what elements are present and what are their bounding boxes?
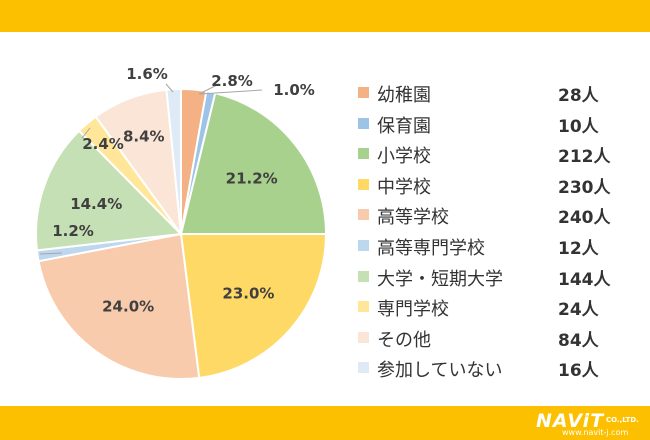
footer-band: [0, 406, 650, 440]
percent-label-junior-high: 23.0%: [222, 284, 274, 302]
legend-item-nursery: 保育園 10人: [352, 109, 642, 139]
legend-swatch: [358, 87, 369, 98]
legend-item-technical-college: 高等専門学校 12人: [352, 231, 642, 261]
pie-slices: [35, 87, 328, 380]
legend-swatch: [358, 362, 369, 374]
legend-swatch: [358, 117, 369, 129]
logo-url: www.navit-j.com: [562, 428, 629, 437]
leader-line-nursery: [199, 89, 263, 95]
percent-label-none: 1.6%: [126, 65, 168, 83]
legend-label: 参加していない: [377, 360, 503, 382]
percent-label-elementary: 21.2%: [226, 169, 278, 187]
company-logo: NAViT CO.,LTD. www.navit-j.com: [528, 408, 646, 438]
leader-line-technical-college: [39, 252, 63, 255]
legend-count: 84人: [558, 330, 599, 351]
legend-item-none: 参加していない 16人: [352, 353, 642, 383]
percent-label-other: 8.4%: [123, 127, 165, 145]
legend-count: 230人: [558, 177, 611, 198]
legend-label: 専門学校: [377, 299, 449, 321]
pie-slice-none: [165, 87, 182, 235]
leader-line-none: [165, 83, 174, 93]
percent-label-high-school: 24.0%: [102, 298, 154, 316]
pie-chart: 2.8% 1.0% 21.2% 23.0% 24.0% 1.2% 14.4% 2.4% 8.4%…: [35, 65, 328, 380]
legend-label: 幼稚園: [377, 85, 431, 106]
legend-item-high-school: 高等学校 240人: [352, 200, 642, 230]
legend-label: その他: [377, 329, 431, 351]
legend-count: 212人: [558, 147, 611, 168]
pie-slice-junior-high: [179, 233, 328, 379]
percent-label-university: 14.4%: [70, 195, 122, 213]
legend-swatch: [358, 301, 369, 313]
percent-label-nursery: 1.0%: [273, 81, 315, 99]
leader-line-vocational: [81, 127, 91, 139]
legend-item-elementary: 小学校 212人: [352, 139, 642, 169]
pie-slice-elementary: [179, 91, 328, 235]
legend-count: 24人: [558, 300, 599, 321]
percent-label-kindergarten: 2.8%: [211, 72, 253, 90]
legend-swatch: [358, 331, 369, 343]
legend-item-other: その他 84人: [352, 323, 642, 353]
percent-label-technical-college: 1.2%: [52, 222, 94, 240]
legend-label: 中学校: [377, 176, 431, 198]
legend-item-kindergarten: 幼稚園 28人: [352, 78, 642, 108]
legend-swatch: [358, 270, 369, 282]
percent-label-vocational: 2.4%: [82, 135, 124, 153]
legend-swatch: [358, 209, 369, 221]
logo-suffix: CO.,LTD.: [606, 416, 639, 424]
header-band: [0, 0, 650, 32]
legend-label: 大学・短期大学: [377, 268, 503, 290]
legend-swatch: [358, 148, 369, 160]
leader-lines: [39, 83, 263, 255]
legend-item-vocational: 専門学校 24人: [352, 292, 642, 322]
legend-item-university: 大学・短期大学 144人: [352, 262, 642, 292]
legend-label: 高等専門学校: [377, 238, 485, 259]
legend-count: 16人: [558, 361, 599, 382]
legend-count: 240人: [558, 208, 611, 229]
legend-count: 12人: [558, 239, 599, 259]
legend-swatch: [358, 240, 369, 251]
legend-label: 高等学校: [377, 207, 449, 229]
legend-label: 保育園: [377, 115, 431, 137]
legend-count: 10人: [558, 116, 599, 137]
legend-label: 小学校: [377, 146, 431, 168]
leader-line-kindergarten: [198, 83, 220, 95]
pie-slice-high-school: [37, 232, 201, 380]
legend-count: 144人: [558, 269, 611, 290]
legend-count: 28人: [558, 86, 599, 106]
legend-item-junior-high: 中学校 230人: [352, 170, 642, 200]
legend-swatch: [358, 178, 369, 190]
logo-brand: NAViT: [536, 410, 605, 432]
percent-labels: 2.8% 1.0% 21.2% 23.0% 24.0% 1.2% 14.4% 2.4% 8.4%…: [52, 65, 315, 316]
pie-slice-university: [35, 129, 184, 252]
